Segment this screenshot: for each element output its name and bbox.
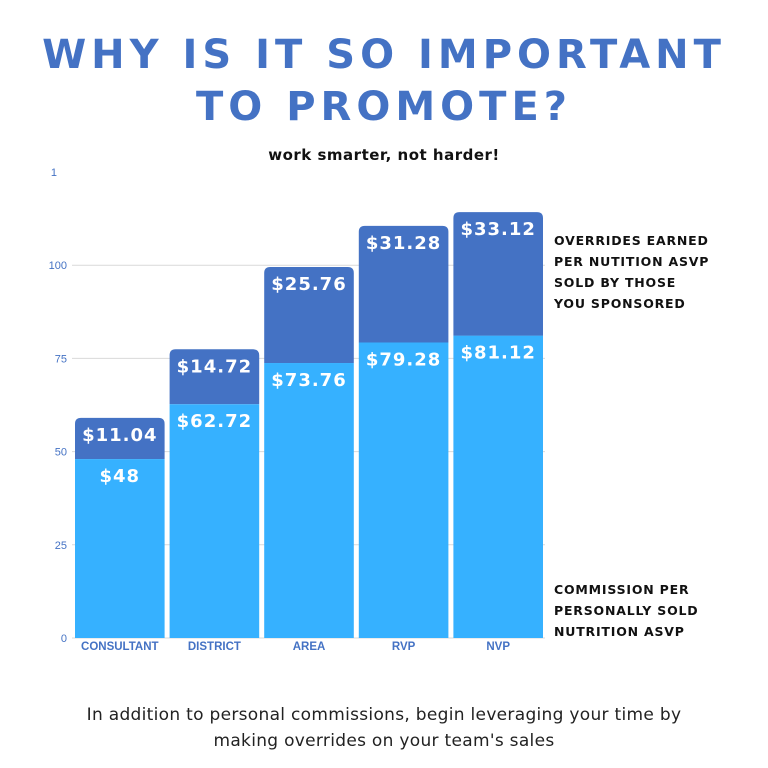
legend-overrides-line-4: YOU SPONSORED <box>554 296 686 311</box>
data-label-overrides: $31.28 <box>366 233 441 254</box>
bar-commission <box>358 342 449 638</box>
data-label-commission: $81.12 <box>460 343 535 364</box>
y-tick-label: 25 <box>55 540 67 552</box>
chart-title-line-1: WHY IS IT SO IMPORTANT <box>42 32 726 78</box>
bar-overrides <box>453 212 543 336</box>
legend-commission: COMMISSION PER PERSONALLY SOLD NUTRITION… <box>554 579 754 642</box>
x-category-label: CONSULTANT <box>81 641 159 653</box>
bar-commission <box>169 404 260 638</box>
x-category-label: NVP <box>486 641 510 653</box>
chart-subtitle: work smarter, not harder! <box>268 146 500 164</box>
data-label-overrides: $14.72 <box>177 356 252 377</box>
legend-overrides-line-3: SOLD BY THOSE <box>554 275 677 290</box>
bar-overrides <box>358 225 449 343</box>
data-label-commission: $48 <box>100 466 141 487</box>
legend-overrides-line-1: OVERRIDES EARNED <box>554 233 709 248</box>
bar-commission <box>453 335 543 638</box>
bar-overrides <box>169 349 260 405</box>
footer-line-1: In addition to personal commissions, beg… <box>86 705 682 725</box>
data-label-overrides: $33.12 <box>460 219 535 240</box>
data-label-overrides: $11.04 <box>82 425 157 446</box>
footer-note: In addition to personal commissions, beg… <box>40 702 728 754</box>
bar-commission <box>264 363 354 638</box>
footer-line-2: making overrides on your team's sales <box>213 731 555 751</box>
y-tick-label: 100 <box>49 260 67 272</box>
data-label-commission: $79.28 <box>366 349 441 370</box>
legend-commission-line-2: PERSONALLY SOLD <box>554 603 699 618</box>
bar-overrides <box>264 266 354 364</box>
x-category-label: AREA <box>293 641 326 653</box>
legend-commission-line-3: NUTRITION ASVP <box>554 624 685 639</box>
chart-title-line-2: TO PROMOTE? <box>196 84 572 130</box>
y-tick-label-top: 1 <box>51 167 57 179</box>
x-category-label: DISTRICT <box>188 641 241 653</box>
y-tick-label: 50 <box>55 447 67 459</box>
data-label-commission: $62.72 <box>177 411 252 432</box>
x-category-label: RVP <box>392 641 416 653</box>
y-tick-label: 0 <box>61 633 67 645</box>
bar-overrides <box>75 417 165 460</box>
legend-overrides-line-2: PER NUTITION ASVP <box>554 254 710 269</box>
data-label-overrides: $25.76 <box>271 274 346 295</box>
data-label-commission: $73.76 <box>271 370 346 391</box>
legend-commission-line-1: COMMISSION PER <box>554 582 690 597</box>
y-tick-label: 75 <box>55 353 67 365</box>
legend-overrides: OVERRIDES EARNED PER NUTITION ASVP SOLD … <box>554 230 754 314</box>
bar-commission <box>75 459 165 638</box>
